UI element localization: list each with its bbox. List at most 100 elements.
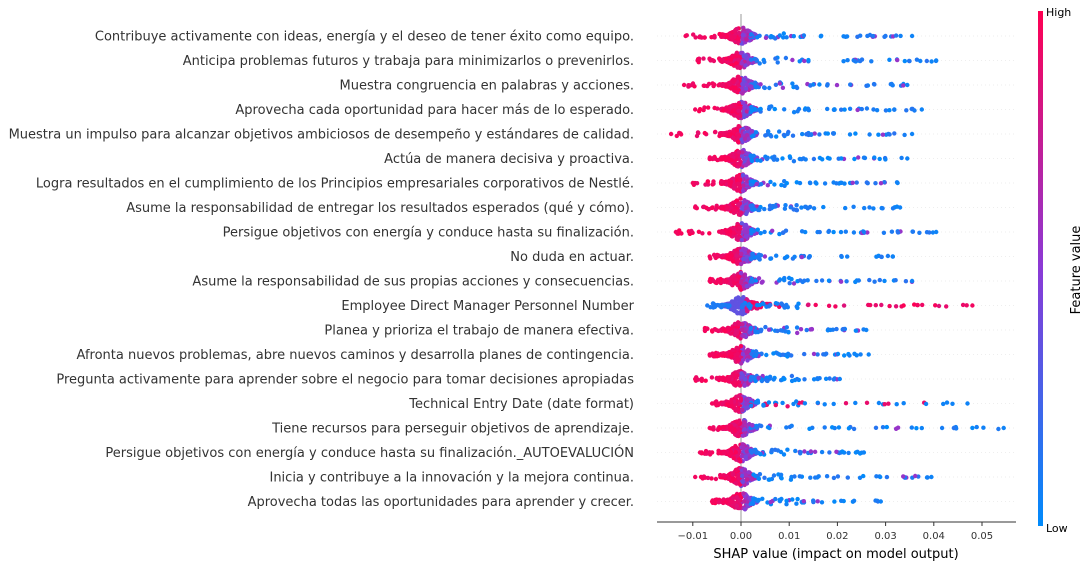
shap-point — [755, 35, 760, 40]
shap-point — [914, 426, 919, 431]
shap-point — [775, 60, 780, 65]
shap-point — [791, 281, 797, 286]
feature-label: No duda en actuar. — [510, 250, 634, 265]
shap-point — [727, 80, 732, 86]
shap-point — [749, 129, 755, 134]
shap-point — [838, 279, 844, 284]
shap-point — [784, 325, 789, 330]
shap-point — [814, 278, 819, 284]
shap-point — [743, 234, 749, 239]
shap-point — [737, 225, 742, 230]
shap-point — [741, 77, 746, 82]
shap-point — [795, 109, 800, 114]
shap-point — [712, 105, 717, 111]
shap-point — [850, 180, 855, 185]
shap-point — [768, 302, 773, 308]
shap-point — [735, 187, 740, 193]
row-gridlines — [657, 35, 1016, 502]
shap-point — [782, 278, 787, 283]
shap-point — [941, 401, 946, 407]
shap-point — [740, 32, 745, 38]
shap-point — [764, 156, 770, 162]
shap-point — [740, 479, 745, 485]
shap-point — [728, 57, 733, 62]
shap-point — [881, 230, 887, 235]
shap-point — [774, 157, 780, 162]
shap-point — [702, 475, 708, 480]
shap-point — [802, 58, 807, 64]
shap-point — [696, 229, 702, 234]
shap-point — [794, 399, 799, 404]
feature-label: Pregunta activamente para aprender sobre… — [56, 373, 634, 388]
shap-point — [857, 58, 863, 64]
shap-point — [738, 396, 743, 401]
shap-point — [811, 82, 816, 87]
shap-point — [974, 424, 979, 430]
shap-point — [774, 253, 779, 258]
shap-point — [735, 345, 740, 351]
shap-point — [832, 499, 837, 504]
shap-point — [934, 58, 939, 63]
shap-point — [737, 383, 743, 388]
shap-point — [739, 327, 745, 332]
shap-point — [710, 81, 715, 86]
shap-point — [743, 103, 748, 109]
shap-point — [739, 251, 744, 256]
shap-point — [693, 376, 698, 382]
shap-point — [734, 419, 739, 424]
shap-point — [780, 156, 785, 161]
shap-point — [701, 204, 706, 210]
shap-point — [884, 424, 889, 430]
shap-point — [742, 198, 747, 204]
shap-point — [731, 259, 736, 264]
shap-point — [723, 227, 728, 233]
shap-point — [847, 132, 853, 137]
shap-point — [693, 107, 698, 112]
shap-point — [732, 162, 737, 167]
shap-point — [811, 206, 817, 211]
shap-point — [740, 172, 746, 178]
shap-point — [736, 74, 741, 80]
shap-point — [893, 33, 899, 38]
shap-point — [807, 426, 812, 431]
shap-point — [806, 302, 811, 307]
shap-point — [843, 205, 848, 211]
shap-point — [741, 229, 747, 234]
shap-point — [767, 477, 772, 482]
shap-point — [731, 112, 737, 118]
shap-point — [826, 278, 832, 283]
shap-point — [709, 499, 715, 504]
shap-point — [773, 204, 778, 209]
shap-point — [794, 325, 800, 330]
shap-point — [731, 280, 736, 285]
shap-point — [905, 82, 910, 88]
shap-point — [733, 54, 738, 59]
shap-point — [865, 230, 870, 235]
shap-point — [738, 177, 743, 182]
x-axis: −0.01 0.00 0.01 0.02 0.03 0.04 0.05 — [657, 521, 1016, 542]
shap-point — [739, 454, 745, 459]
shap-point — [742, 377, 748, 382]
shap-point — [727, 182, 733, 187]
shap-point — [734, 198, 740, 203]
shap-point — [768, 499, 773, 505]
shap-point — [819, 449, 825, 455]
shap-point — [845, 475, 850, 480]
shap-point — [721, 424, 726, 430]
shap-point — [772, 106, 777, 112]
feature-label: Muestra congruencia en palabras y accion… — [340, 79, 634, 94]
shap-point — [843, 229, 848, 234]
shap-point — [712, 302, 718, 308]
shap-point — [889, 229, 895, 234]
shap-point — [919, 425, 924, 431]
shap-point — [748, 325, 754, 331]
shap-point — [734, 373, 740, 378]
shap-point — [697, 107, 703, 112]
shap-point — [768, 256, 773, 261]
shap-point — [867, 205, 872, 210]
shap-point — [724, 56, 729, 61]
shap-point — [909, 33, 915, 39]
shap-point — [736, 149, 741, 155]
shap-point — [753, 57, 759, 62]
shap-point — [771, 351, 776, 356]
